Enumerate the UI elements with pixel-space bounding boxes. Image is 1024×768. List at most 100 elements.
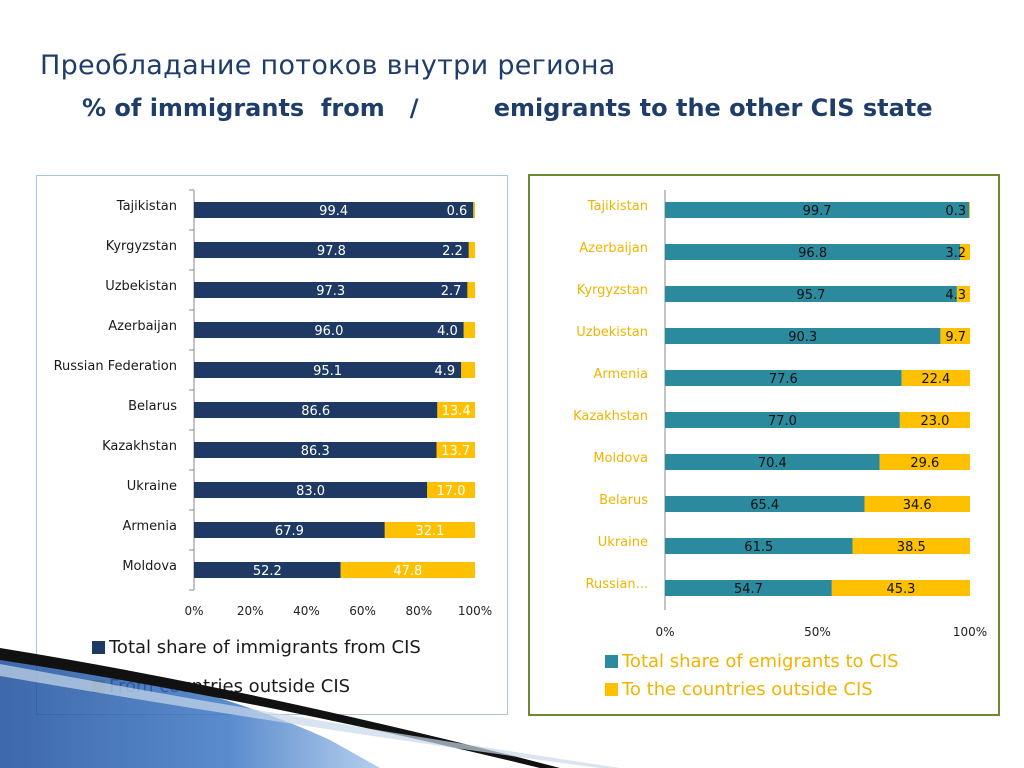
x-tick-label: 100%: [458, 604, 492, 618]
data-label-outside: 47.8: [393, 564, 422, 579]
data-label-outside: 32.1: [415, 524, 444, 539]
x-tick-label: 50%: [804, 625, 831, 639]
data-label-outside: 2.2: [442, 244, 463, 259]
data-label-cis: 67.9: [275, 524, 304, 539]
bar-outside-russian: [831, 580, 970, 596]
data-label-outside: 29.6: [910, 456, 939, 471]
x-tick-label: 60%: [349, 604, 376, 618]
bar-outside-ukraine: [427, 482, 475, 498]
bar-outside-russian-federation: [461, 362, 475, 378]
bar-cis-armenia: [194, 522, 385, 538]
data-label-outside: 2.7: [441, 284, 462, 299]
category-label: Uzbekistan: [105, 279, 177, 294]
bar-outside-armenia: [901, 370, 970, 386]
data-label-cis: 99.7: [803, 204, 832, 219]
x-tick-label: 100%: [953, 625, 987, 639]
emigrants-chart: Tajikistan 99.7 0.3 Azerbaijan 96.8 3.2 Kyrgyz…: [573, 190, 987, 639]
legend-label: Total share of emigrants to CIS: [622, 651, 899, 672]
data-label-outside: 0.3: [945, 204, 966, 219]
category-label: Armenia: [594, 367, 649, 382]
bar-cis-ukraine: [665, 538, 853, 554]
category-label: Belarus: [599, 493, 648, 508]
data-label-cis: 95.1: [313, 364, 342, 379]
bar-cis-uzbekistan: [194, 282, 468, 298]
bar-outside-kazakhstan: [436, 442, 475, 458]
category-label: Tajikistan: [587, 199, 648, 214]
data-label-outside: 4.0: [437, 324, 458, 339]
bar-outside-kyrgyzstan: [468, 242, 475, 258]
immigrants-chart-panel: Tajikistan 99.4 0.6 Kyrgyzstan 97.8 2.2 Uzbeki…: [36, 175, 508, 715]
data-label-outside: 38.5: [897, 540, 926, 555]
category-label: Kyrgyzstan: [106, 239, 177, 254]
bar-cis-azerbaijan: [194, 322, 464, 338]
bar-outside-uzbekistan: [940, 328, 970, 344]
legend-emigrants-outside: To the countries outside CIS: [605, 679, 873, 700]
legend-label: Total share of immigrants from CIS: [109, 637, 421, 658]
data-label-outside: 9.7: [945, 330, 966, 345]
data-label-outside: 22.4: [921, 372, 950, 387]
data-label-cis: 90.3: [788, 330, 817, 345]
bar-outside-azerbaijan: [960, 244, 970, 260]
data-label-cis: 86.6: [301, 404, 330, 419]
x-tick-label: 40%: [293, 604, 320, 618]
category-label: Azerbaijan: [108, 319, 177, 334]
slide-title: Преобладание потоков внутри региона: [40, 50, 616, 81]
category-label: Tajikistan: [116, 199, 177, 214]
bar-outside-azerbaijan: [463, 322, 475, 338]
bar-cis-kyrgyzstan: [665, 286, 957, 302]
data-label-cis: 95.7: [796, 288, 825, 303]
legend-swatch-navy: [92, 641, 105, 654]
bar-cis-ukraine: [194, 482, 428, 498]
data-label-cis: 77.6: [769, 372, 798, 387]
data-label-cis: 83.0: [296, 484, 325, 499]
bar-cis-russian: [665, 580, 832, 596]
legend-swatch-teal: [605, 655, 618, 668]
bar-outside-tajikistan: [473, 202, 475, 218]
category-label: Belarus: [128, 399, 177, 414]
category-label: Russian Federation: [54, 359, 177, 374]
legend-label: To the countries outside CIS: [622, 679, 873, 700]
bar-outside-uzbekistan: [467, 282, 475, 298]
data-label-outside: 13.7: [441, 444, 470, 459]
bar-outside-kyrgyzstan: [956, 286, 970, 302]
bar-outside-moldova: [879, 454, 970, 470]
category-label: Moldova: [593, 451, 648, 466]
data-label-cis: 99.4: [319, 204, 348, 219]
bar-cis-moldova: [665, 454, 880, 470]
bar-outside-kazakhstan: [899, 412, 970, 428]
data-label-outside: 45.3: [886, 582, 915, 597]
data-label-outside: 4.3: [945, 288, 966, 303]
bar-outside-ukraine: [852, 538, 970, 554]
bar-cis-kazakhstan: [665, 412, 900, 428]
bar-outside-belarus: [437, 402, 475, 418]
bar-outside-moldova: [340, 562, 475, 578]
data-label-outside: 0.6: [447, 204, 468, 219]
data-label-cis: 54.7: [734, 582, 763, 597]
data-label-cis: 70.4: [758, 456, 787, 471]
category-label: Russian...: [586, 577, 648, 592]
bar-cis-azerbaijan: [665, 244, 961, 260]
slide-subtitle: % of immigrants from / emigrants to the …: [82, 94, 933, 122]
category-label: Kyrgyzstan: [577, 283, 648, 298]
category-label: Kazakhstan: [102, 439, 177, 454]
data-label-outside: 4.9: [435, 364, 456, 379]
x-tick-label: 0%: [655, 625, 674, 639]
x-tick-label: 80%: [405, 604, 432, 618]
emigrants-chart-panel: Tajikistan 99.7 0.3 Azerbaijan 96.8 3.2 Kyrgyz…: [528, 174, 1000, 716]
data-label-outside: 3.2: [945, 246, 966, 261]
bar-outside-tajikistan: [969, 202, 970, 218]
category-label: Moldova: [122, 559, 177, 574]
data-label-cis: 96.8: [798, 246, 827, 261]
x-tick-label: 20%: [237, 604, 264, 618]
data-label-outside: 34.6: [903, 498, 932, 513]
data-label-cis: 77.0: [768, 414, 797, 429]
category-label: Azerbaijan: [579, 241, 648, 256]
data-label-cis: 86.3: [301, 444, 330, 459]
bar-cis-kazakhstan: [194, 442, 437, 458]
bar-cis-moldova: [194, 562, 341, 578]
bar-cis-armenia: [665, 370, 902, 386]
category-label: Uzbekistan: [576, 325, 648, 340]
bar-cis-tajikistan: [194, 202, 474, 218]
immigrants-chart: Tajikistan 99.4 0.6 Kyrgyzstan 97.8 2.2 Uzbeki…: [54, 189, 492, 618]
category-label: Ukraine: [598, 535, 648, 550]
